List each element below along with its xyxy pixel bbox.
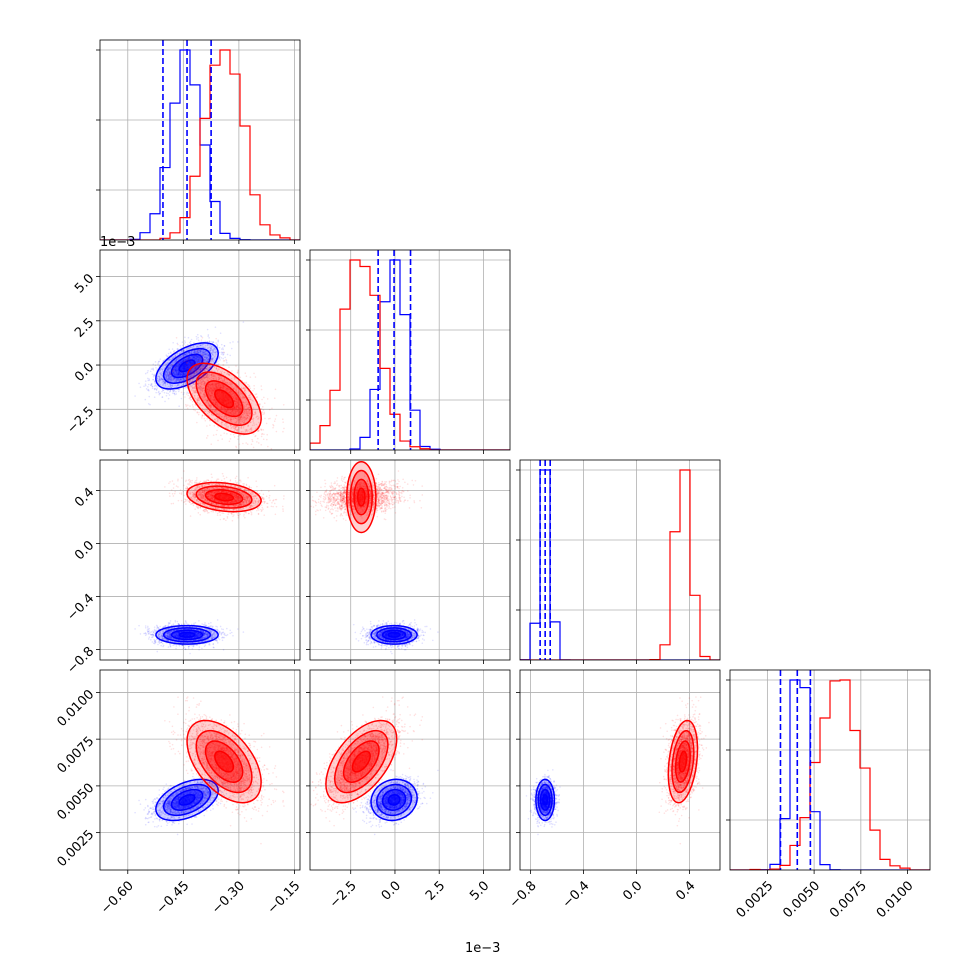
x-tick-label-p3: 0.4: [673, 878, 698, 903]
y-tick-label-p4: 0.0025: [55, 827, 98, 870]
histogram-red: [730, 679, 930, 870]
panel-frame: [99, 249, 301, 451]
y-tick-label-p2: 2.5: [72, 315, 97, 340]
x-tick-label-p4: 0.0050: [780, 878, 823, 921]
y-tick-label-p3: 0.0: [72, 538, 97, 563]
contour-red: [214, 389, 235, 409]
histogram-blue: [310, 259, 510, 450]
y-tick-label-p2: −2.5: [64, 404, 97, 437]
x-tick-label-p2: 5.0: [467, 878, 492, 903]
x-tick-label-p1: −0.45: [154, 878, 193, 917]
panel-p4-p3: [516, 669, 721, 874]
panel-frame: [519, 669, 721, 871]
y-multiplier-label: 1e−3: [100, 235, 135, 250]
contour-red: [356, 487, 366, 507]
y-tick-label-p3: 0.4: [72, 485, 97, 510]
x-tick-label-p4: 0.0075: [827, 878, 870, 921]
panel-p3-p1: [96, 459, 301, 664]
panel-frame: [309, 669, 511, 871]
x-multiplier-label: 1e−3: [465, 941, 500, 956]
panel-frame: [99, 39, 301, 241]
panel-p2-p2: [306, 249, 511, 454]
panel-p3-p2: [306, 459, 511, 664]
panel-frame: [99, 459, 301, 661]
y-tick-label-p4: 0.0075: [55, 734, 98, 777]
contour-red: [214, 750, 235, 773]
contour-blue: [178, 794, 196, 806]
panel-frame: [309, 459, 511, 661]
contour-blue: [387, 794, 401, 806]
panel-p4-p4: [726, 669, 931, 874]
histogram-red: [100, 49, 300, 240]
y-tick-label-p3: −0.4: [64, 591, 97, 624]
contour-blue: [542, 794, 549, 806]
panel-frame: [99, 669, 301, 871]
histogram-red: [310, 259, 510, 450]
panel-frame: [309, 249, 511, 451]
x-tick-label-p2: 2.5: [423, 878, 448, 903]
panel-p4-p2: [306, 669, 511, 874]
x-tick-label-p2: −2.5: [327, 878, 360, 911]
contour-red: [214, 492, 235, 502]
panel-p3-p3: [516, 459, 721, 664]
panel-p1-p1: [96, 39, 301, 244]
x-tick-label-p3: −0.4: [560, 878, 593, 911]
x-tick-label-p3: 0.0: [620, 878, 645, 903]
y-tick-label-p4: 0.0050: [55, 781, 98, 824]
contour-red: [678, 750, 688, 773]
x-tick-label-p3: −0.8: [507, 878, 540, 911]
x-tick-label-p2: 0.0: [379, 878, 404, 903]
y-tick-label-p3: −0.8: [64, 644, 97, 677]
panel-frame: [729, 669, 931, 871]
y-tick-label-p2: 5.0: [72, 271, 97, 296]
x-tick-label-p1: −0.30: [209, 878, 248, 917]
contour-blue: [387, 631, 401, 638]
panel-frame: [519, 459, 721, 661]
y-tick-label-p4: 0.0100: [55, 687, 98, 730]
y-tick-label-p2: 0.0: [72, 360, 97, 385]
contour-blue: [178, 631, 196, 638]
x-tick-label-p1: −0.15: [265, 878, 304, 917]
panel-p4-p1: [96, 669, 301, 874]
panel-p2-p1: [96, 249, 301, 454]
x-tick-label-p1: −0.60: [98, 878, 137, 917]
x-tick-label-p4: 0.0025: [734, 878, 777, 921]
contour-red: [351, 750, 371, 773]
x-tick-label-p4: 0.0100: [874, 878, 917, 921]
